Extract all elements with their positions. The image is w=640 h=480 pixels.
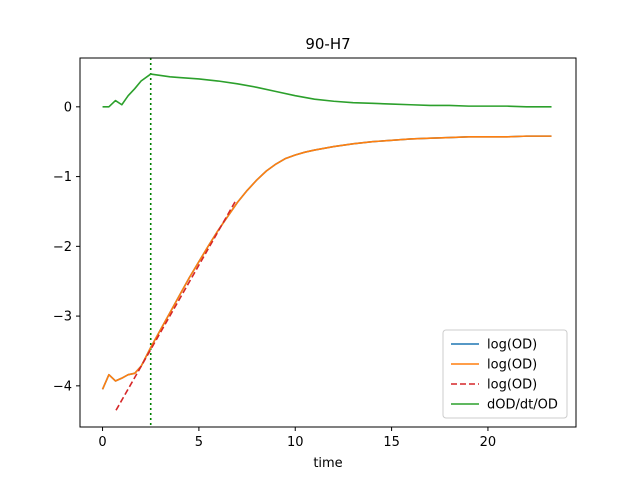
x-tick-label: 0	[98, 435, 106, 450]
legend-label-2: log(OD)	[487, 378, 537, 393]
axis-ticks: 0 5 10 15 20 −4 −3 −2 −1 0	[53, 100, 496, 450]
x-tick-label: 20	[480, 435, 497, 450]
y-tick-label: 0	[64, 100, 72, 115]
plot-area	[101, 58, 552, 427]
legend: log(OD) log(OD) log(OD) dOD/dt/OD	[442, 329, 568, 419]
x-tick-label: 15	[383, 435, 400, 450]
y-tick-label: −4	[53, 379, 72, 394]
series-line-3	[102, 73, 552, 108]
y-tick-label: −3	[53, 310, 72, 325]
legend-label-0: log(OD)	[487, 338, 537, 353]
legend-label-1: log(OD)	[487, 358, 537, 373]
y-tick-label: −1	[53, 170, 72, 185]
chart-title: 90-H7	[305, 35, 350, 53]
x-axis-label: time	[313, 456, 342, 471]
x-tick-label: 5	[195, 435, 203, 450]
plot-frame	[79, 57, 577, 428]
legend-label-3: dOD/dt/OD	[487, 398, 558, 413]
y-tick-label: −2	[53, 240, 72, 255]
legend-box	[442, 329, 568, 419]
series-line-2	[115, 200, 237, 411]
x-tick-label: 10	[287, 435, 304, 450]
